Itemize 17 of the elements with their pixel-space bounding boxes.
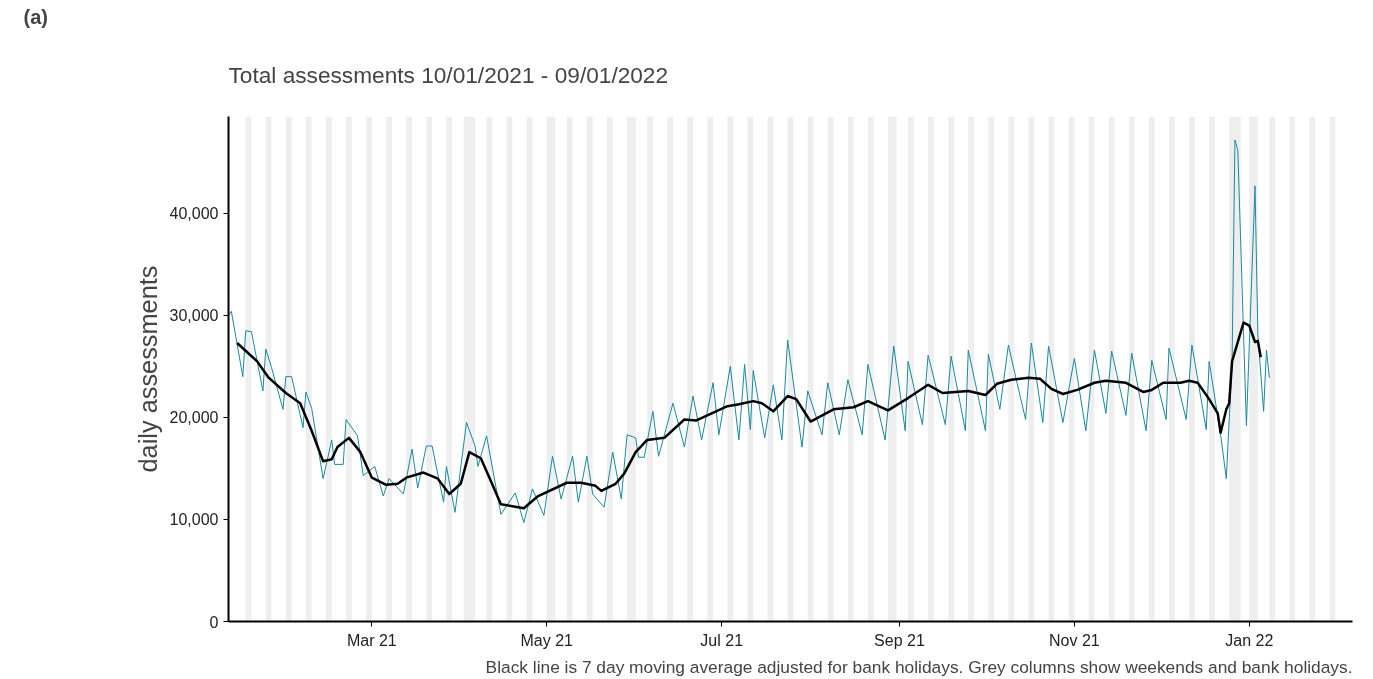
x-tick-label: Mar 21 (346, 631, 397, 649)
x-tick-label: Sep 21 (874, 631, 925, 649)
y-tick-label: 20,000 (169, 409, 219, 427)
text: (a) (23, 5, 48, 28)
x-tick-label: Jan 22 (1225, 631, 1274, 649)
x-tick-label: May 21 (520, 631, 574, 649)
text: Black line is 7 day moving average adjusted for bank holidays. Grey columns show weekends and bank holidays. (485, 656, 1353, 677)
line-series (228, 139, 1270, 524)
y-tick-label: 40,000 (169, 205, 219, 223)
y-tick-label: 30,000 (169, 307, 219, 325)
x-tick-label: Jul 21 (700, 631, 744, 649)
x-tick-label: Nov 21 (1049, 631, 1100, 649)
line-series (235, 321, 1262, 510)
y-tick-label: 0 (209, 613, 219, 631)
y-axis-title: daily assessments (133, 265, 162, 473)
y-tick-label: 10,000 (169, 511, 219, 529)
chart-title: Total assessments 10/01/2021 - 09/01/2022 (228, 61, 669, 88)
